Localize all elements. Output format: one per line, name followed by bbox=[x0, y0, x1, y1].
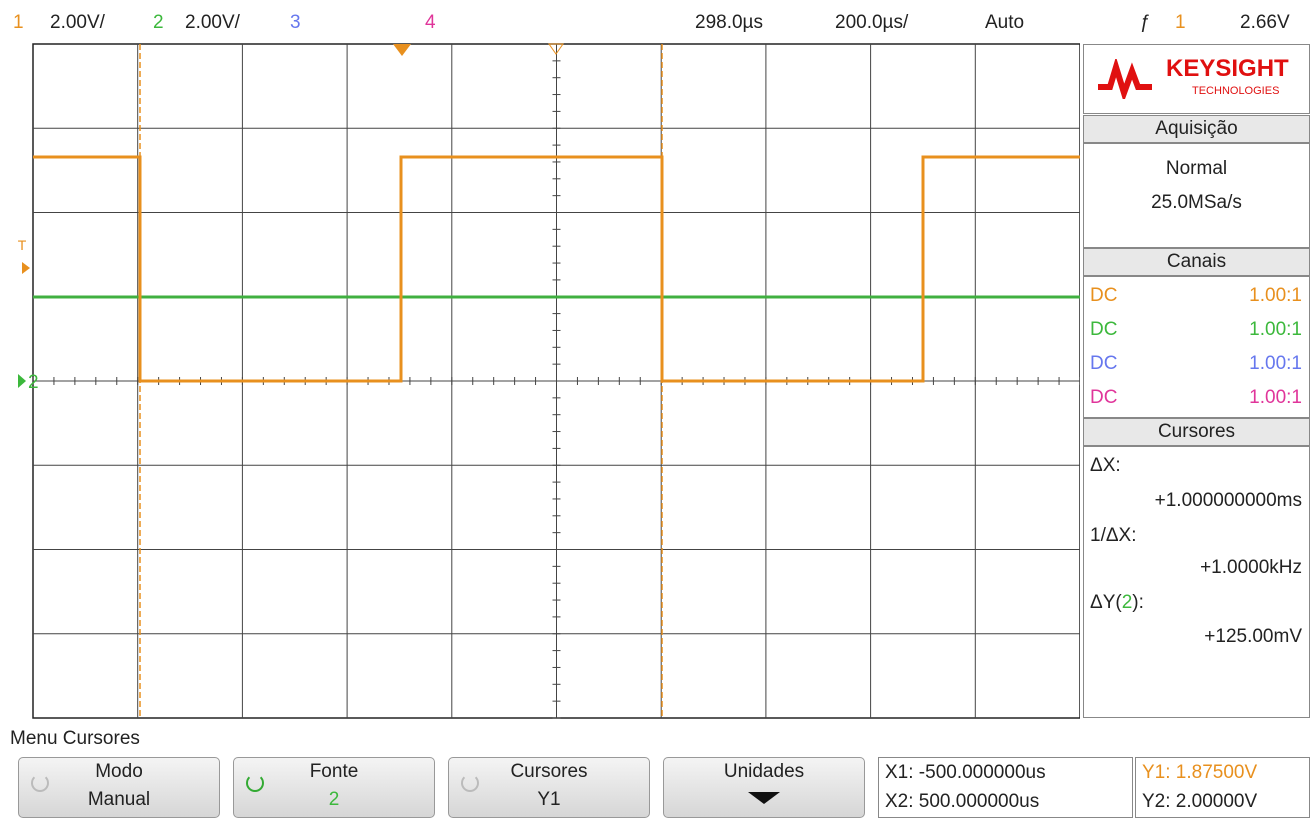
trigger-arrow bbox=[22, 262, 30, 274]
logo-box: KEYSIGHT TECHNOLOGIES bbox=[1083, 44, 1310, 114]
softkey-value: Manual bbox=[87, 789, 151, 810]
brand-sub: TECHNOLOGIES bbox=[1192, 85, 1280, 97]
trigger-marker: T bbox=[18, 237, 27, 253]
waveform-display: T 2 bbox=[18, 43, 1080, 719]
softkey-value: Y1 bbox=[537, 789, 561, 810]
probe: 1.00:1 bbox=[1249, 353, 1302, 374]
ch3-label[interactable]: 3 bbox=[290, 12, 301, 33]
softkey-label: Fonte bbox=[309, 761, 359, 782]
x1-readout: X1: -500.000000us bbox=[885, 762, 1046, 783]
cursors-header[interactable]: Cursores bbox=[1083, 418, 1310, 446]
center-marker bbox=[548, 43, 564, 55]
trigger-edge-icon: ƒ bbox=[1140, 12, 1151, 33]
coupling: DC bbox=[1090, 319, 1118, 340]
ch1-scale: 2.00V/ bbox=[50, 12, 105, 33]
softkey[interactable]: Modo Manual bbox=[18, 757, 220, 818]
dx-label: ΔX: bbox=[1090, 455, 1121, 476]
channel-row: DC 1.00:1 bbox=[1090, 353, 1302, 375]
softkey[interactable]: Fonte 2 bbox=[233, 757, 435, 818]
channels-header[interactable]: Canais bbox=[1083, 248, 1310, 276]
delay-marker bbox=[393, 44, 411, 56]
y2-readout: Y2: 2.00000V bbox=[1142, 791, 1258, 812]
acq-box: Normal 25.0MSa/s bbox=[1083, 143, 1310, 248]
x-readout: X1: -500.000000us X2: 500.000000us bbox=[878, 757, 1133, 818]
channel-row: DC 1.00:1 bbox=[1090, 387, 1302, 409]
softkey-label: Modo bbox=[95, 761, 143, 782]
trigger-mode: Auto bbox=[985, 12, 1025, 33]
ground-marker: 2 bbox=[28, 372, 39, 393]
ch4-label[interactable]: 4 bbox=[425, 12, 436, 33]
menu-title: Menu Cursores bbox=[10, 728, 140, 749]
brand: KEYSIGHT bbox=[1166, 55, 1289, 82]
softkey-label: Unidades bbox=[723, 761, 805, 782]
acq-rate: 25.0MSa/s bbox=[1151, 192, 1242, 213]
dy-close: ): bbox=[1132, 592, 1144, 613]
channel-row: DC 1.00:1 bbox=[1090, 285, 1302, 307]
logo-icon bbox=[1098, 59, 1152, 99]
probe: 1.00:1 bbox=[1249, 285, 1302, 306]
cursors-box bbox=[1083, 446, 1310, 718]
coupling: DC bbox=[1090, 285, 1118, 306]
trigger-channel: 1 bbox=[1175, 12, 1186, 33]
ch2-scale: 2.00V/ bbox=[185, 12, 240, 33]
softkey-value: 2 bbox=[328, 789, 340, 810]
acq-header[interactable]: Aquisição bbox=[1083, 115, 1310, 143]
y-readout: Y1: 1.87500V Y2: 2.00000V bbox=[1135, 757, 1310, 818]
softkey-icon bbox=[31, 774, 49, 792]
ch2-label[interactable]: 2 bbox=[153, 12, 164, 33]
inv-label: 1/ΔX: bbox=[1090, 525, 1137, 546]
x2-readout: X2: 500.000000us bbox=[885, 791, 1040, 812]
softkey-icon bbox=[246, 774, 264, 792]
dy-open: ΔY( bbox=[1090, 592, 1122, 613]
dx-value: +1.000000000ms bbox=[1154, 490, 1302, 511]
probe: 1.00:1 bbox=[1249, 319, 1302, 340]
coupling: DC bbox=[1090, 387, 1118, 408]
inv-value: +1.0000kHz bbox=[1200, 557, 1302, 578]
dy-channel: 2 bbox=[1121, 592, 1133, 613]
trigger-level: 2.66V bbox=[1240, 12, 1290, 33]
probe: 1.00:1 bbox=[1249, 387, 1302, 408]
softkey-label: Cursores bbox=[510, 761, 588, 782]
acq-mode: Normal bbox=[1165, 158, 1228, 179]
softkey[interactable]: Cursores Y1 bbox=[448, 757, 650, 818]
y1-readout: Y1: 1.87500V bbox=[1142, 762, 1258, 783]
softkey-arrow bbox=[748, 792, 780, 804]
coupling: DC bbox=[1090, 353, 1118, 374]
delay: 298.0µs bbox=[695, 12, 763, 33]
softkey-icon bbox=[461, 774, 479, 792]
timebase: 200.0µs/ bbox=[835, 12, 909, 33]
channel-row: DC 1.00:1 bbox=[1090, 319, 1302, 341]
ch1-label[interactable]: 1 bbox=[13, 12, 24, 33]
softkey[interactable]: Unidades bbox=[663, 757, 865, 818]
dy-value: +125.00mV bbox=[1204, 626, 1302, 647]
ground-arrow bbox=[18, 374, 26, 388]
channels-box bbox=[1083, 276, 1310, 418]
ch1-trace bbox=[33, 155, 1080, 383]
